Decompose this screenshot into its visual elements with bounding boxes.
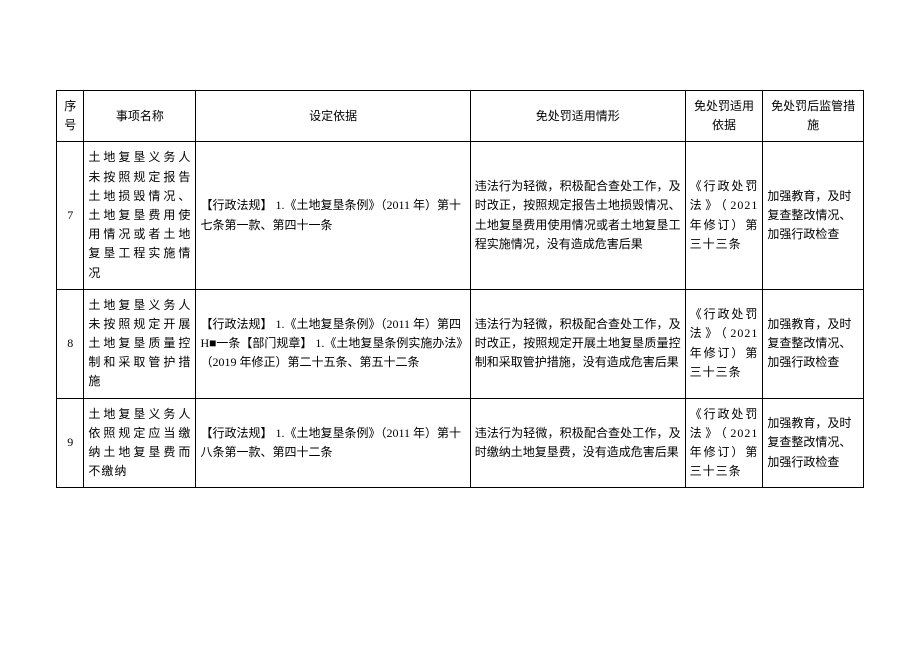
cell-name: 土地复垦义务人依照规定应当缴纳土地复垦费而不缴纳: [84, 398, 196, 488]
table-header-row: 序号 事项名称 设定依据 免处罚适用情形 免处罚适用依据 免处罚后监管措施: [57, 91, 864, 142]
cell-exbasis: 《行政处罚法》（2021 年修订）第三十三条: [685, 289, 763, 398]
cell-basis: 【行政法规】 1.《土地复垦条例》（2011 年）第四 H■一条【部门规章】 1…: [196, 289, 470, 398]
cell-measure: 加强教育，及时复查整改情况、加强行政检查: [763, 398, 864, 488]
header-measure: 免处罚后监管措施: [763, 91, 864, 142]
table-row: 8 土地复垦义务人未按照规定开展土地复垦质量控制和采取管护措施 【行政法规】 1…: [57, 289, 864, 398]
header-cond: 免处罚适用情形: [470, 91, 685, 142]
table-row: 7 土地复垦义务人未按照规定报告土地损毁情况、土地复垦费用使用情况或者土地复垦工…: [57, 142, 864, 289]
regulation-table: 序号 事项名称 设定依据 免处罚适用情形 免处罚适用依据 免处罚后监管措施 7 …: [56, 90, 864, 488]
cell-seq: 7: [57, 142, 84, 289]
cell-measure: 加强教育，及时复查整改情况、加强行政检查: [763, 142, 864, 289]
header-seq: 序号: [57, 91, 84, 142]
cell-seq: 9: [57, 398, 84, 488]
cell-basis: 【行政法规】 1.《土地复垦条例》（2011 年）第十七条第一款、第四十一条: [196, 142, 470, 289]
header-basis: 设定依据: [196, 91, 470, 142]
table-body: 7 土地复垦义务人未按照规定报告土地损毁情况、土地复垦费用使用情况或者土地复垦工…: [57, 142, 864, 488]
cell-seq: 8: [57, 289, 84, 398]
table-head: 序号 事项名称 设定依据 免处罚适用情形 免处罚适用依据 免处罚后监管措施: [57, 91, 864, 142]
page-container: 序号 事项名称 设定依据 免处罚适用情形 免处罚适用依据 免处罚后监管措施 7 …: [0, 0, 920, 508]
header-name: 事项名称: [84, 91, 196, 142]
cell-exbasis: 《行政处罚法》（2021 年修订）第三十三条: [685, 142, 763, 289]
cell-exbasis: 《行政处罚法》（2021 年修订）第三十三条: [685, 398, 763, 488]
cell-cond: 违法行为轻微，积极配合查处工作，及时改正，按照规定报告土地损毁情况、土地复垦费用…: [470, 142, 685, 289]
cell-basis: 【行政法规】 1.《土地复垦条例》（2011 年）第十八条第一款、第四十二条: [196, 398, 470, 488]
table-row: 9 土地复垦义务人依照规定应当缴纳土地复垦费而不缴纳 【行政法规】 1.《土地复…: [57, 398, 864, 488]
cell-measure: 加强教育，及时复查整改情况、加强行政检查: [763, 289, 864, 398]
header-exbasis: 免处罚适用依据: [685, 91, 763, 142]
cell-name: 土地复垦义务人未按照规定报告土地损毁情况、土地复垦费用使用情况或者土地复垦工程实…: [84, 142, 196, 289]
cell-cond: 违法行为轻微，积极配合查处工作，及时缴纳土地复垦费，没有造成危害后果: [470, 398, 685, 488]
cell-name: 土地复垦义务人未按照规定开展土地复垦质量控制和采取管护措施: [84, 289, 196, 398]
cell-cond: 违法行为轻微，积极配合查处工作，及时改正，按照规定开展土地复垦质量控制和采取管护…: [470, 289, 685, 398]
